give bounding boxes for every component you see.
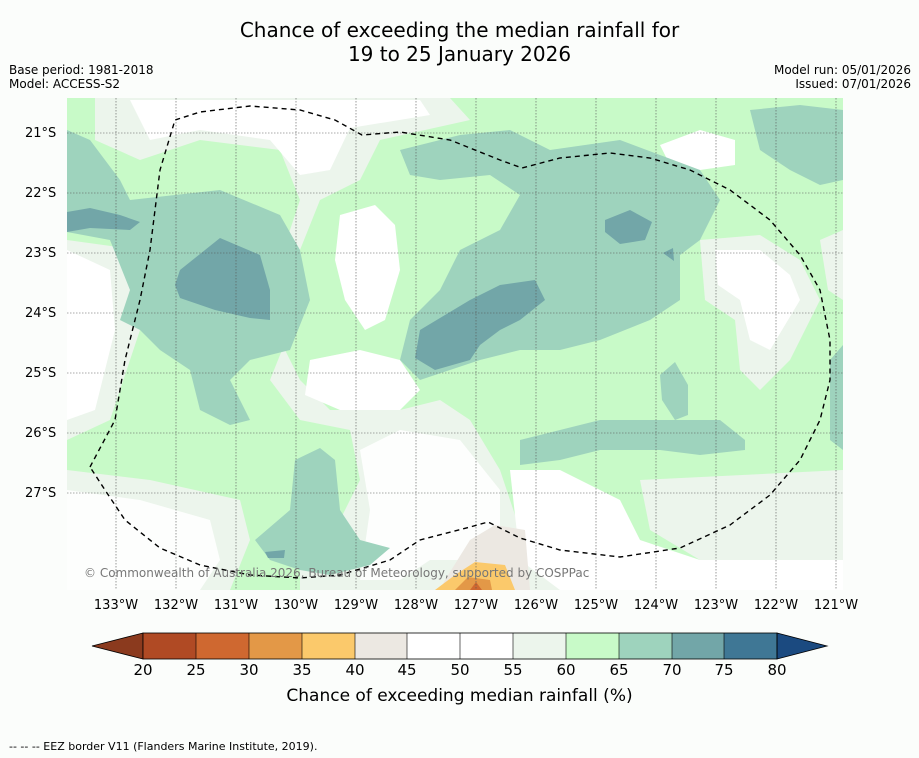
colorbar-label-80: 80 xyxy=(767,661,787,679)
lat-label-25: 25°S xyxy=(25,366,57,381)
band-white-central xyxy=(305,350,420,410)
colorbar-55-60 xyxy=(513,633,566,659)
lat-label-22: 22°S xyxy=(25,186,57,201)
band-white-north xyxy=(130,100,430,175)
lon-label-124: 124°W xyxy=(633,598,679,613)
band-white-west xyxy=(67,250,115,420)
band-55-60-far-east xyxy=(820,230,843,300)
band-white-sw xyxy=(67,490,220,590)
rainfall-map: © Commonwealth of Australia 2026, Bureau… xyxy=(67,98,843,590)
lon-label-132: 132°W xyxy=(153,598,199,613)
colorbar-frame xyxy=(142,632,778,660)
band-70-75-west-edge xyxy=(67,208,140,232)
band-65-70-se xyxy=(520,420,745,465)
colorbar-label-35: 35 xyxy=(292,661,312,679)
colorbar-75-80 xyxy=(724,633,777,659)
band-70-75-small-south xyxy=(265,550,285,558)
band-70-75-ne xyxy=(605,210,652,244)
lat-label-27: 27°S xyxy=(25,486,57,501)
colorbar-40-45 xyxy=(355,633,407,659)
colorbar-65-70 xyxy=(619,633,672,659)
colorbar-label-60: 60 xyxy=(556,661,576,679)
lon-label-121: 121°W xyxy=(813,598,859,613)
band-55-60-se xyxy=(640,470,843,560)
meta-left: Base period: 1981-2018 Model: ACCESS-S2 xyxy=(9,63,154,91)
map-title: Chance of exceeding the median rainfall … xyxy=(0,18,919,66)
title-line-2: 19 to 25 January 2026 xyxy=(347,42,572,66)
band-white-east xyxy=(715,250,800,350)
colorbar-50-55 xyxy=(460,633,513,659)
lon-label-122: 122°W xyxy=(753,598,799,613)
lon-label-133: 133°W xyxy=(93,598,139,613)
colorbar-label-30: 30 xyxy=(239,661,259,679)
colorbar-45-50 xyxy=(407,633,460,659)
colorbar-label-45: 45 xyxy=(397,661,417,679)
colorbar-30-35 xyxy=(249,633,302,659)
model-name: Model: ACCESS-S2 xyxy=(9,77,121,91)
colorbar-60-65 xyxy=(566,633,619,659)
band-70-75-center xyxy=(415,280,545,370)
colorbar-dividers xyxy=(195,633,725,659)
colorbar-25-30 xyxy=(196,633,249,659)
band-70-75-west xyxy=(175,238,270,320)
colorbar-label-70: 70 xyxy=(662,661,682,679)
band-70-75-dot xyxy=(663,248,674,261)
title-line-1: Chance of exceeding the median rainfall … xyxy=(239,18,680,42)
model-run: Model run: 05/01/2026 xyxy=(773,63,911,77)
colorbar-label-55: 55 xyxy=(503,661,523,679)
band-65-70-ne xyxy=(750,105,843,185)
colorbar-label-20: 20 xyxy=(133,661,153,679)
lon-label-128: 128°W xyxy=(393,598,439,613)
copyright-text: © Commonwealth of Australia 2026, Bureau… xyxy=(84,566,589,580)
issued-date: Issued: 07/01/2026 xyxy=(795,77,911,91)
colorbar-low-arrow xyxy=(91,632,144,660)
colorbar-label-50: 50 xyxy=(450,661,470,679)
colorbar-70-75 xyxy=(672,633,724,659)
meta-right: Model run: 05/01/2026 Issued: 07/01/2026 xyxy=(774,63,911,91)
lon-label-126: 126°W xyxy=(513,598,559,613)
lon-label-130: 130°W xyxy=(273,598,319,613)
lat-label-26: 26°S xyxy=(25,426,57,441)
band-30-35-south xyxy=(455,577,492,590)
band-white-central-north xyxy=(335,205,400,330)
lon-label-125: 125°W xyxy=(573,598,619,613)
lon-label-123: 123°W xyxy=(693,598,739,613)
band-25-30-south xyxy=(470,582,482,590)
colorbar-title: Chance of exceeding median rainfall (%) xyxy=(286,686,633,706)
gridlines xyxy=(67,98,843,590)
colorbar-35-40 xyxy=(302,633,355,659)
band-65-70-east-small xyxy=(660,362,688,420)
colorbar xyxy=(91,632,829,660)
lat-label-23: 23°S xyxy=(25,246,57,261)
colorbar-20-25 xyxy=(143,633,196,659)
colorbar-label-25: 25 xyxy=(186,661,206,679)
colorbar-high-arrow xyxy=(776,632,829,660)
lon-label-129: 129°W xyxy=(333,598,379,613)
eez-border xyxy=(89,105,831,579)
colorbar-label-65: 65 xyxy=(609,661,629,679)
base-period: Base period: 1981-2018 xyxy=(9,63,154,77)
lat-label-21: 21°S xyxy=(25,126,57,141)
eez-legend-footer: -- -- -- EEZ border V11 (Flanders Marine… xyxy=(9,740,318,753)
lon-label-127: 127°W xyxy=(453,598,499,613)
lon-label-131: 131°W xyxy=(213,598,259,613)
band-65-70-far-east xyxy=(830,345,843,450)
colorbar-label-40: 40 xyxy=(345,661,365,679)
band-35-40-south xyxy=(435,562,515,590)
colorbar-label-75: 75 xyxy=(714,661,734,679)
band-white-south xyxy=(360,430,500,580)
lat-label-24: 24°S xyxy=(25,306,57,321)
